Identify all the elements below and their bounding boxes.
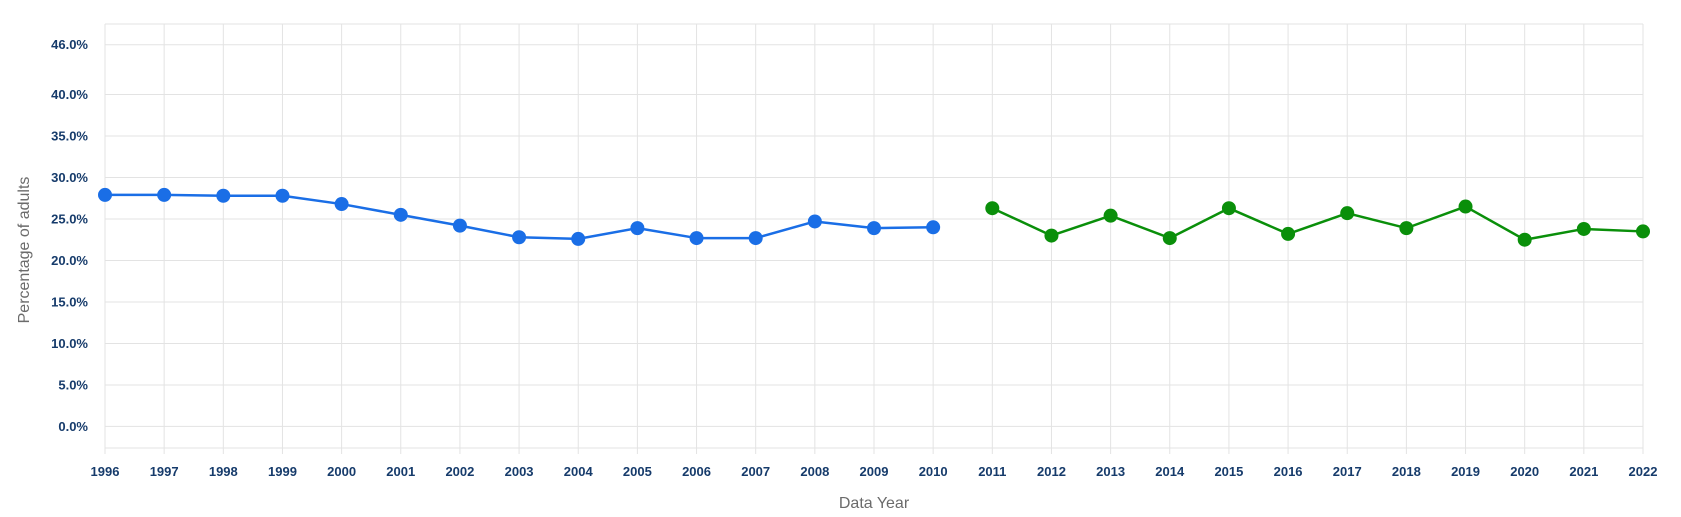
x-tick-label: 2010 xyxy=(919,464,948,479)
data-point[interactable] xyxy=(1103,208,1118,223)
x-tick-label: 2009 xyxy=(860,464,889,479)
data-point[interactable] xyxy=(867,221,881,236)
y-tick-label: 5.0% xyxy=(58,377,88,392)
x-tick-label: 2018 xyxy=(1392,464,1421,479)
x-tick-label: 2000 xyxy=(327,464,356,479)
data-point[interactable] xyxy=(630,221,645,236)
y-tick-label: 10.0% xyxy=(51,336,88,351)
x-tick-label: 2006 xyxy=(682,464,711,479)
data-point[interactable] xyxy=(1162,231,1177,246)
y-tick-label: 15.0% xyxy=(51,294,88,309)
data-point[interactable] xyxy=(748,231,763,246)
data-point[interactable] xyxy=(157,187,172,202)
x-tick-label: 2022 xyxy=(1629,464,1658,479)
x-tick-label: 2007 xyxy=(741,464,770,479)
x-axis-ticks: 1996 1997 1998 1999 2000 2001 2002 2003 2004 2005… xyxy=(91,464,1658,479)
data-point[interactable] xyxy=(1458,199,1473,214)
y-axis-ticks: 0.0% 5.0% 10.0% 15.0% 20.0% 25.0% 30.0% 35.0% 40… xyxy=(51,37,88,434)
data-point[interactable] xyxy=(689,231,704,246)
data-point[interactable] xyxy=(985,201,1000,216)
y-tick-label: 35.0% xyxy=(51,129,88,144)
data-point[interactable] xyxy=(807,214,822,229)
data-point[interactable] xyxy=(1221,201,1236,216)
x-tick-label: 2002 xyxy=(445,464,474,479)
x-axis-title: Data Year xyxy=(839,495,910,512)
x-tick-label: 2012 xyxy=(1037,464,1066,479)
series-layer xyxy=(98,187,1650,247)
data-point[interactable] xyxy=(334,197,349,212)
data-point[interactable] xyxy=(1281,226,1296,241)
data-point[interactable] xyxy=(512,230,527,245)
data-point[interactable] xyxy=(452,218,467,233)
data-point[interactable] xyxy=(926,220,941,235)
data-point[interactable] xyxy=(1044,228,1059,243)
y-tick-label: 25.0% xyxy=(51,211,88,226)
x-tick-label: 2016 xyxy=(1274,464,1303,479)
y-axis-title: Percentage of adults xyxy=(16,177,33,324)
x-tick-label: 2021 xyxy=(1569,464,1598,479)
series-line-2 xyxy=(991,205,1644,241)
x-tick-label: 2004 xyxy=(564,464,594,479)
data-point[interactable] xyxy=(1517,232,1532,247)
y-tick-label: 46.0% xyxy=(51,37,88,52)
grid xyxy=(104,23,1644,454)
x-tick-label: 2011 xyxy=(978,464,1006,479)
data-point[interactable] xyxy=(1576,221,1591,236)
data-point[interactable] xyxy=(216,188,231,203)
y-tick-label: 20.0% xyxy=(51,253,88,268)
data-point[interactable] xyxy=(393,207,408,222)
x-tick-label: 2013 xyxy=(1096,464,1125,479)
data-point[interactable] xyxy=(1399,221,1414,236)
x-tick-label: 1999 xyxy=(268,464,297,479)
data-point[interactable] xyxy=(98,187,112,202)
y-tick-label: 40.0% xyxy=(51,87,88,102)
y-tick-label: 30.0% xyxy=(51,170,88,185)
x-tick-label: 2017 xyxy=(1333,464,1362,479)
x-tick-label: 1997 xyxy=(150,464,179,479)
x-tick-label: 2005 xyxy=(623,464,652,479)
x-tick-label: 2020 xyxy=(1510,464,1539,479)
x-tick-label: 2001 xyxy=(386,464,415,479)
data-point[interactable] xyxy=(1636,224,1650,239)
y-tick-label: 0.0% xyxy=(58,419,88,434)
x-tick-label: 1996 xyxy=(91,464,120,479)
data-point[interactable] xyxy=(1340,206,1355,221)
x-tick-label: 2003 xyxy=(505,464,534,479)
x-tick-label: 2015 xyxy=(1214,464,1243,479)
data-point[interactable] xyxy=(571,231,586,246)
x-tick-label: 2008 xyxy=(800,464,829,479)
x-tick-label: 1998 xyxy=(209,464,238,479)
data-point[interactable] xyxy=(275,188,290,203)
x-tick-label: 2014 xyxy=(1155,464,1185,479)
x-tick-label: 2019 xyxy=(1451,464,1480,479)
